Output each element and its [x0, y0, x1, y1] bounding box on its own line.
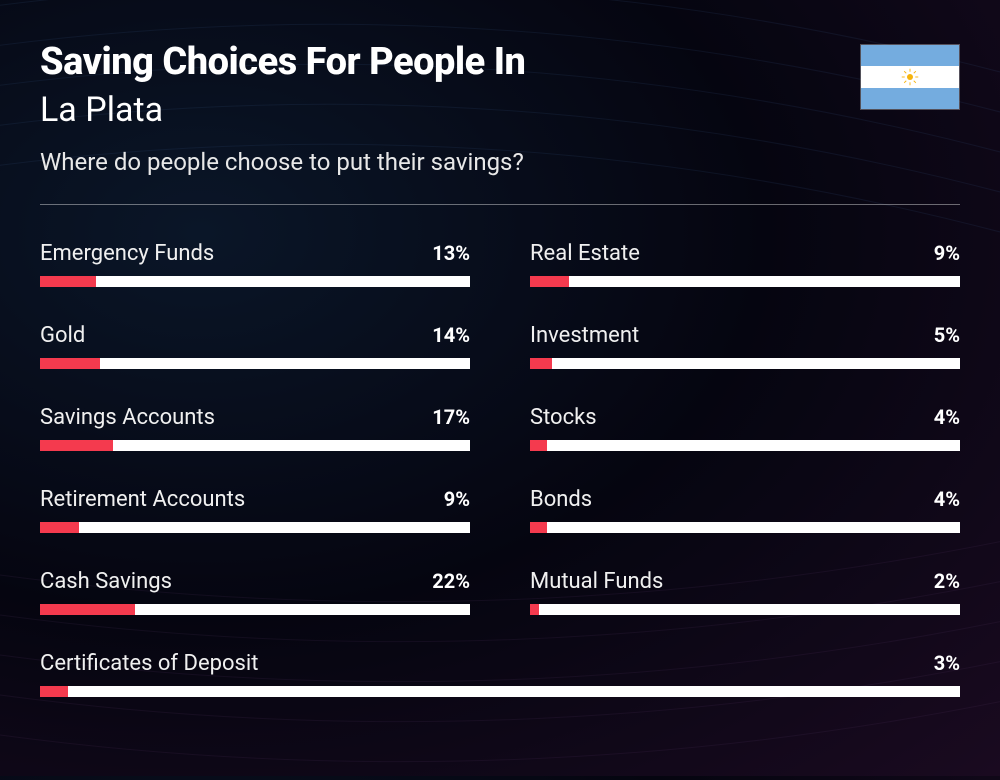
- bar-fill: [40, 276, 96, 287]
- bar-label: Savings Accounts: [40, 405, 215, 430]
- title-block: Saving Choices For People In La Plata Wh…: [40, 40, 860, 176]
- bar-track: [530, 440, 960, 451]
- bar-track: [530, 604, 960, 615]
- bar-label: Stocks: [530, 405, 597, 430]
- header: Saving Choices For People In La Plata Wh…: [40, 40, 960, 176]
- bar-header: Mutual Funds 2%: [530, 569, 960, 594]
- bar-track: [40, 440, 470, 451]
- bar-header: Savings Accounts 17%: [40, 405, 470, 430]
- bar-item: Cash Savings 22%: [40, 569, 470, 615]
- bar-header: Emergency Funds 13%: [40, 241, 470, 266]
- bar-label: Emergency Funds: [40, 241, 214, 266]
- bar-label: Bonds: [530, 487, 592, 512]
- bar-header: Bonds 4%: [530, 487, 960, 512]
- bar-value: 22%: [432, 569, 470, 593]
- bar-header: Real Estate 9%: [530, 241, 960, 266]
- sun-icon: [901, 68, 919, 86]
- bar-item: Emergency Funds 13%: [40, 241, 470, 287]
- bar-track: [40, 276, 470, 287]
- bar-track: [40, 686, 960, 697]
- bar-label: Certificates of Deposit: [40, 651, 258, 676]
- bar-value: 5%: [934, 323, 960, 347]
- bar-item: Investment 5%: [530, 323, 960, 369]
- bar-track: [40, 358, 470, 369]
- bar-track: [530, 522, 960, 533]
- bar-header: Gold 14%: [40, 323, 470, 348]
- bar-fill: [40, 440, 113, 451]
- bar-label: Investment: [530, 323, 639, 348]
- bar-track: [530, 276, 960, 287]
- bar-track: [530, 358, 960, 369]
- main-container: Saving Choices For People In La Plata Wh…: [0, 0, 1000, 737]
- bar-item: Real Estate 9%: [530, 241, 960, 287]
- bar-value: 14%: [432, 323, 470, 347]
- bar-item: Certificates of Deposit 3%: [40, 651, 960, 697]
- bar-value: 2%: [934, 569, 960, 593]
- bar-fill: [530, 522, 547, 533]
- divider: [40, 204, 960, 205]
- bar-item: Savings Accounts 17%: [40, 405, 470, 451]
- bar-value: 3%: [934, 651, 960, 675]
- bar-value: 17%: [432, 405, 470, 429]
- title-sub: La Plata: [40, 90, 860, 130]
- bar-item: Bonds 4%: [530, 487, 960, 533]
- bar-item: Stocks 4%: [530, 405, 960, 451]
- bar-item: Retirement Accounts 9%: [40, 487, 470, 533]
- bars-grid: Emergency Funds 13% Real Estate 9% Gold 14% In…: [40, 241, 960, 697]
- flag-stripe-top: [861, 45, 959, 66]
- bar-label: Mutual Funds: [530, 569, 663, 594]
- bar-value: 9%: [444, 487, 470, 511]
- bar-fill: [40, 686, 68, 697]
- bar-header: Retirement Accounts 9%: [40, 487, 470, 512]
- bar-fill: [40, 604, 135, 615]
- bar-fill: [40, 522, 79, 533]
- bar-label: Real Estate: [530, 241, 640, 266]
- bar-item: Gold 14%: [40, 323, 470, 369]
- bar-fill: [40, 358, 100, 369]
- bar-fill: [530, 440, 547, 451]
- subtitle: Where do people choose to put their savi…: [40, 148, 860, 176]
- bar-value: 4%: [934, 405, 960, 429]
- bar-header: Certificates of Deposit 3%: [40, 651, 960, 676]
- bar-track: [40, 604, 470, 615]
- flag-stripe-bottom: [861, 88, 959, 109]
- flag-stripe-middle: [861, 66, 959, 87]
- bar-value: 13%: [432, 241, 470, 265]
- bar-fill: [530, 358, 552, 369]
- bar-header: Investment 5%: [530, 323, 960, 348]
- bar-header: Stocks 4%: [530, 405, 960, 430]
- bar-label: Cash Savings: [40, 569, 172, 594]
- bar-value: 9%: [934, 241, 960, 265]
- bar-header: Cash Savings 22%: [40, 569, 470, 594]
- bar-value: 4%: [934, 487, 960, 511]
- bar-track: [40, 522, 470, 533]
- bar-fill: [530, 604, 539, 615]
- bar-fill: [530, 276, 569, 287]
- title-main: Saving Choices For People In: [40, 40, 860, 84]
- flag-argentina: [860, 44, 960, 110]
- bar-item: Mutual Funds 2%: [530, 569, 960, 615]
- bar-label: Retirement Accounts: [40, 487, 245, 512]
- bar-label: Gold: [40, 323, 85, 348]
